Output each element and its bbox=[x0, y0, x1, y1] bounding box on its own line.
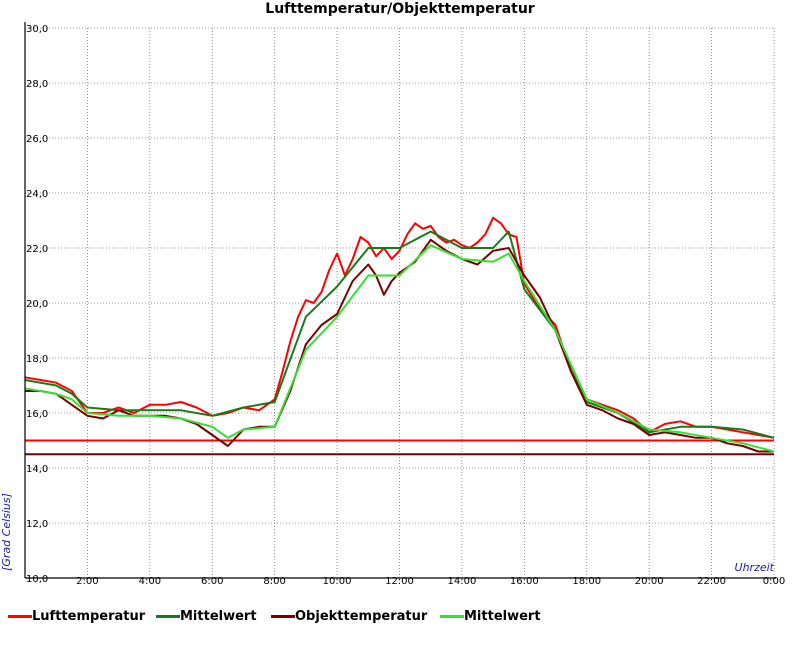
y-tick-label: 30,0 bbox=[26, 24, 48, 35]
x-tick-label: 2:00 bbox=[76, 576, 98, 587]
chart-title: Lufttemperatur/Objekttemperatur bbox=[265, 1, 535, 17]
legend-swatch bbox=[156, 614, 180, 618]
x-tick-label: 16:00 bbox=[510, 576, 539, 587]
y-tick-label: 22,0 bbox=[26, 244, 48, 255]
legend-label: Objekttemperatur bbox=[295, 608, 428, 624]
x-tick-label: 22:00 bbox=[697, 576, 726, 587]
x-tick-label: 20:00 bbox=[635, 576, 664, 587]
grid bbox=[25, 27, 775, 578]
x-tick-label: 0:00 bbox=[763, 576, 785, 587]
y-axis-label: [Grad Celsius] bbox=[0, 493, 13, 571]
series-group bbox=[24, 216, 775, 453]
x-tick-label: 4:00 bbox=[139, 576, 161, 587]
legend-label: Mittelwert bbox=[180, 608, 257, 624]
legend-swatch bbox=[271, 614, 295, 618]
series-mittelwert-luft bbox=[24, 230, 775, 439]
legend-item: Objekttemperatur bbox=[271, 606, 427, 626]
line-chart: Lufttemperatur/Objekttemperatur 10,0 12,0… bbox=[0, 1, 785, 587]
x-tick-label: 8:00 bbox=[263, 576, 285, 587]
x-axis-label: Uhrzeit bbox=[735, 561, 775, 574]
legend-item: Mittelwert bbox=[440, 606, 541, 626]
legend-item: Lufttemperatur bbox=[8, 606, 145, 626]
y-tick-label: 20,0 bbox=[26, 299, 48, 310]
axes bbox=[24, 22, 776, 579]
y-tick-label: 28,0 bbox=[26, 79, 48, 90]
legend-swatch bbox=[8, 614, 32, 618]
legend-label: Lufttemperatur bbox=[32, 608, 146, 624]
y-tick-label: 10,0 bbox=[26, 574, 48, 585]
series-lufttemperatur bbox=[24, 216, 775, 439]
series-mittelwert-objekt bbox=[24, 244, 775, 453]
y-tick-label: 12,0 bbox=[26, 519, 48, 530]
x-tick-label: 6:00 bbox=[201, 576, 223, 587]
x-tick-label: 18:00 bbox=[572, 576, 601, 587]
y-tick-label: 26,0 bbox=[26, 134, 48, 145]
legend-swatch bbox=[440, 614, 464, 618]
x-tick-label: 12:00 bbox=[385, 576, 414, 587]
x-tick-label: 14:00 bbox=[448, 576, 477, 587]
x-tick-label: 10:00 bbox=[323, 576, 352, 587]
y-tick-label: 18,0 bbox=[26, 354, 48, 365]
legend-label: Mittelwert bbox=[464, 608, 541, 624]
legend-item: Mittelwert bbox=[156, 606, 257, 626]
x-tick-labels: 2:00 4:00 6:00 8:00 10:00 12:00 14:00 16:00 18:0… bbox=[76, 576, 785, 587]
reference-lines bbox=[25, 439, 774, 456]
y-tick-label: 14,0 bbox=[26, 464, 48, 475]
y-tick-labels: 10,0 12,0 14,0 16,0 18,0 20,0 22,0 24,0 26,0 28,0… bbox=[26, 24, 48, 585]
legend: Lufttemperatur Mittelwert Objekttemperatur… bbox=[0, 606, 800, 630]
y-tick-label: 24,0 bbox=[26, 189, 48, 200]
y-tick-label: 16,0 bbox=[26, 409, 48, 420]
